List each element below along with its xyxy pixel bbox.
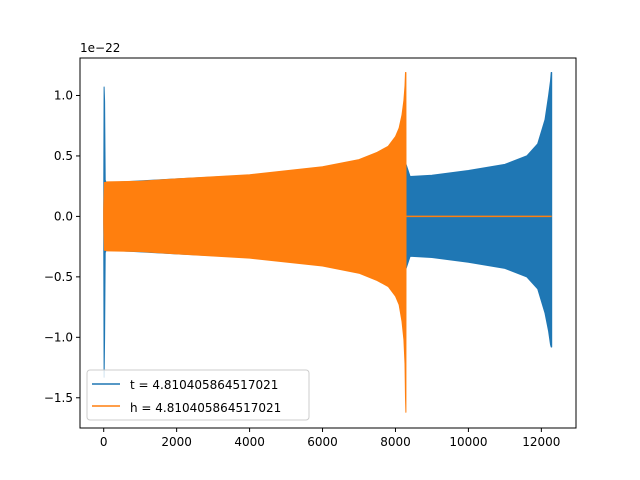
x-axis: 0 2000 4000 6000 8000 10000 12000 — [100, 428, 560, 449]
x-tick-label: 2000 — [161, 435, 192, 449]
y-tick-label: −0.5 — [44, 270, 73, 284]
series-1-envelope — [103, 72, 407, 413]
legend-label-t: t = 4.810405864517021 — [130, 378, 278, 392]
x-tick-label: 8000 — [380, 435, 411, 449]
legend: t = 4.810405864517021 h = 4.810405864517… — [86, 369, 310, 421]
y-tick-label: 0.5 — [54, 149, 73, 163]
x-tick-label: 10000 — [449, 435, 487, 449]
legend-label-h: h = 4.810405864517021 — [130, 401, 281, 415]
x-tick-label: 6000 — [307, 435, 338, 449]
legend-box — [86, 369, 310, 421]
y-offset-text: 1e−22 — [80, 41, 120, 55]
x-tick-label: 4000 — [234, 435, 265, 449]
x-tick-label: 12000 — [522, 435, 560, 449]
y-axis: 1.0 0.5 0.0 −0.5 −1.0 −1.5 — [44, 88, 80, 405]
y-tick-label: 1.0 — [54, 88, 73, 102]
series-layer — [103, 72, 553, 413]
y-tick-label: 0.0 — [54, 209, 73, 223]
y-tick-label: −1.0 — [44, 330, 73, 344]
plot-frame — [79, 57, 577, 429]
x-tick-label: 0 — [100, 435, 108, 449]
y-tick-label: −1.5 — [44, 391, 73, 405]
